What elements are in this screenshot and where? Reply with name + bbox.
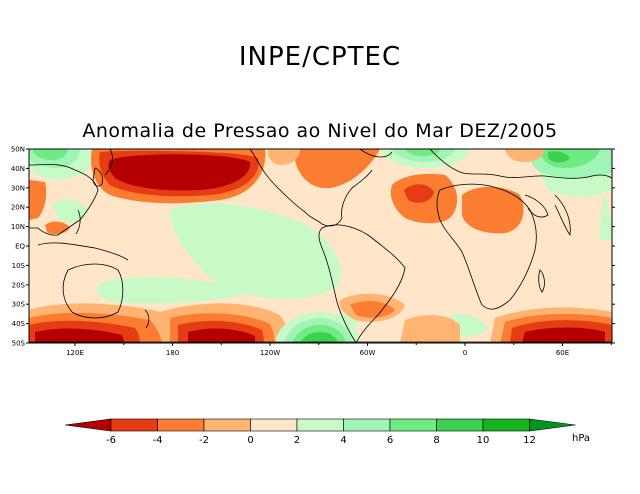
coast-indonesia: [37, 242, 129, 261]
lat-label: 20N: [11, 204, 25, 212]
lon-label: 60E: [556, 349, 569, 357]
latitude-labels: 50N 40N 30N 20N 10N EQ 10S 20S 30S 40S 50S: [11, 146, 26, 348]
colorbar-tick-label: 6: [387, 435, 393, 446]
anomaly-map: [29, 149, 612, 343]
coast-japan: [92, 167, 103, 187]
colorbar-bin: [343, 418, 391, 432]
colorbar-tick-label: -6: [106, 435, 116, 446]
lat-label: EQ: [15, 243, 25, 251]
colorbar-bin: [203, 418, 251, 432]
map-title: Anomalia de Pressao ao Nivel do Mar DEZ/…: [82, 120, 558, 142]
colorbar-tick-label: 12: [523, 435, 536, 446]
coast-greenland: [359, 149, 393, 158]
longitude-ticks: [74, 343, 612, 346]
north-atlantic-low: [267, 149, 545, 189]
lon-label: 120W: [260, 349, 280, 357]
lon-label: 120E: [66, 349, 84, 357]
lat-label: 20S: [12, 281, 26, 289]
colorbar-tick-label: -2: [199, 435, 209, 446]
coast-kamchatka: [104, 149, 113, 176]
lat-label: 40N: [11, 165, 25, 173]
colorbar-bin: [64, 418, 112, 432]
lat-label: 40S: [12, 320, 26, 328]
latitude-ticks: [26, 148, 615, 344]
coast-asia-east: [29, 164, 99, 236]
colorbar-bin: [389, 418, 437, 432]
west-pacific-lows: [29, 180, 70, 235]
colorbar: -6 -4 -2 0 2 4 6 8 10 12: [64, 418, 576, 446]
coast-australia: [62, 263, 124, 319]
colorbar-bin: [250, 418, 298, 432]
colorbar-tick-label: 2: [294, 435, 300, 446]
lat-label: 50N: [11, 146, 25, 154]
lat-label: 30N: [11, 184, 25, 192]
positive-anomaly-centers: [29, 149, 612, 180]
coast-africa: [436, 183, 537, 310]
coast-europe: [429, 149, 612, 179]
lat-label: 10S: [12, 262, 26, 270]
longitude-labels: 120E 180 120W 60W 0 60E: [66, 349, 569, 357]
coast-arabia: [524, 194, 549, 218]
colorbar-tick-label: 10: [477, 435, 490, 446]
coast-philippines: [75, 209, 81, 235]
south-pacific-high: [275, 312, 360, 343]
agency-title: INPE/CPTEC: [238, 42, 402, 72]
lat-label: 50S: [12, 340, 26, 348]
colorbar-bin: [482, 418, 530, 432]
colorbar-tick-label: -4: [153, 435, 163, 446]
colorbar-bin: [296, 418, 344, 432]
colorbar-tick-label: 4: [340, 435, 346, 446]
colorbar-tick-label: 8: [433, 435, 439, 446]
coastlines: [29, 149, 612, 343]
lat-label: 30S: [12, 301, 26, 309]
colorbar-unit: hPa: [572, 433, 590, 444]
lon-label: 180: [166, 349, 179, 357]
lon-label: 0: [463, 349, 467, 357]
coast-madagascar: [538, 269, 545, 293]
lon-label: 60W: [360, 349, 376, 357]
north-pacific-low: [90, 149, 266, 204]
colorbar-tick-label: 0: [247, 435, 253, 446]
colorbar-bin: [157, 418, 205, 432]
coast-north-america: [249, 149, 373, 227]
southern-ocean-lows: [29, 293, 612, 343]
colorbar-bin: [529, 418, 576, 432]
lat-label: 10N: [11, 223, 25, 231]
coast-south-america: [318, 224, 406, 343]
atlantic-africa-lows: [390, 173, 524, 234]
coast-new-zealand: [144, 309, 150, 329]
colorbar-bin: [436, 418, 484, 432]
colorbar-bin: [110, 418, 158, 432]
coast-india: [554, 194, 571, 237]
